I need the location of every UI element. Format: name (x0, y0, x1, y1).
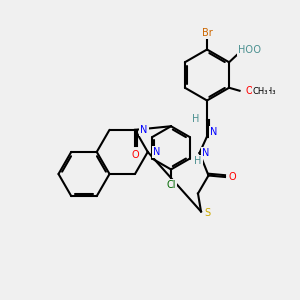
Text: O: O (229, 172, 236, 182)
Text: HO: HO (238, 45, 253, 55)
Text: O: O (131, 150, 139, 160)
Text: N: N (202, 148, 210, 158)
Text: H: H (192, 113, 199, 124)
Text: Br: Br (202, 28, 212, 38)
Text: N: N (140, 125, 148, 135)
Text: Cl: Cl (166, 180, 176, 190)
Text: Br: Br (202, 28, 212, 38)
Text: N: N (202, 148, 210, 158)
Text: O: O (131, 150, 139, 160)
Text: N: N (153, 147, 160, 157)
Text: CH₃: CH₃ (253, 87, 268, 96)
Text: N: N (153, 147, 160, 157)
Text: O: O (250, 86, 257, 96)
Text: N: N (210, 127, 217, 137)
Text: HO: HO (246, 45, 261, 55)
Text: S: S (205, 208, 211, 218)
Text: O: O (229, 172, 236, 182)
Text: H: H (194, 155, 202, 166)
Text: H: H (194, 155, 202, 166)
Text: S: S (205, 208, 211, 218)
Text: H: H (192, 113, 199, 124)
Text: N: N (140, 125, 148, 135)
Text: O: O (246, 86, 253, 96)
Text: Cl: Cl (166, 180, 176, 190)
Text: N: N (210, 127, 217, 137)
Text: CH₃: CH₃ (261, 87, 276, 96)
